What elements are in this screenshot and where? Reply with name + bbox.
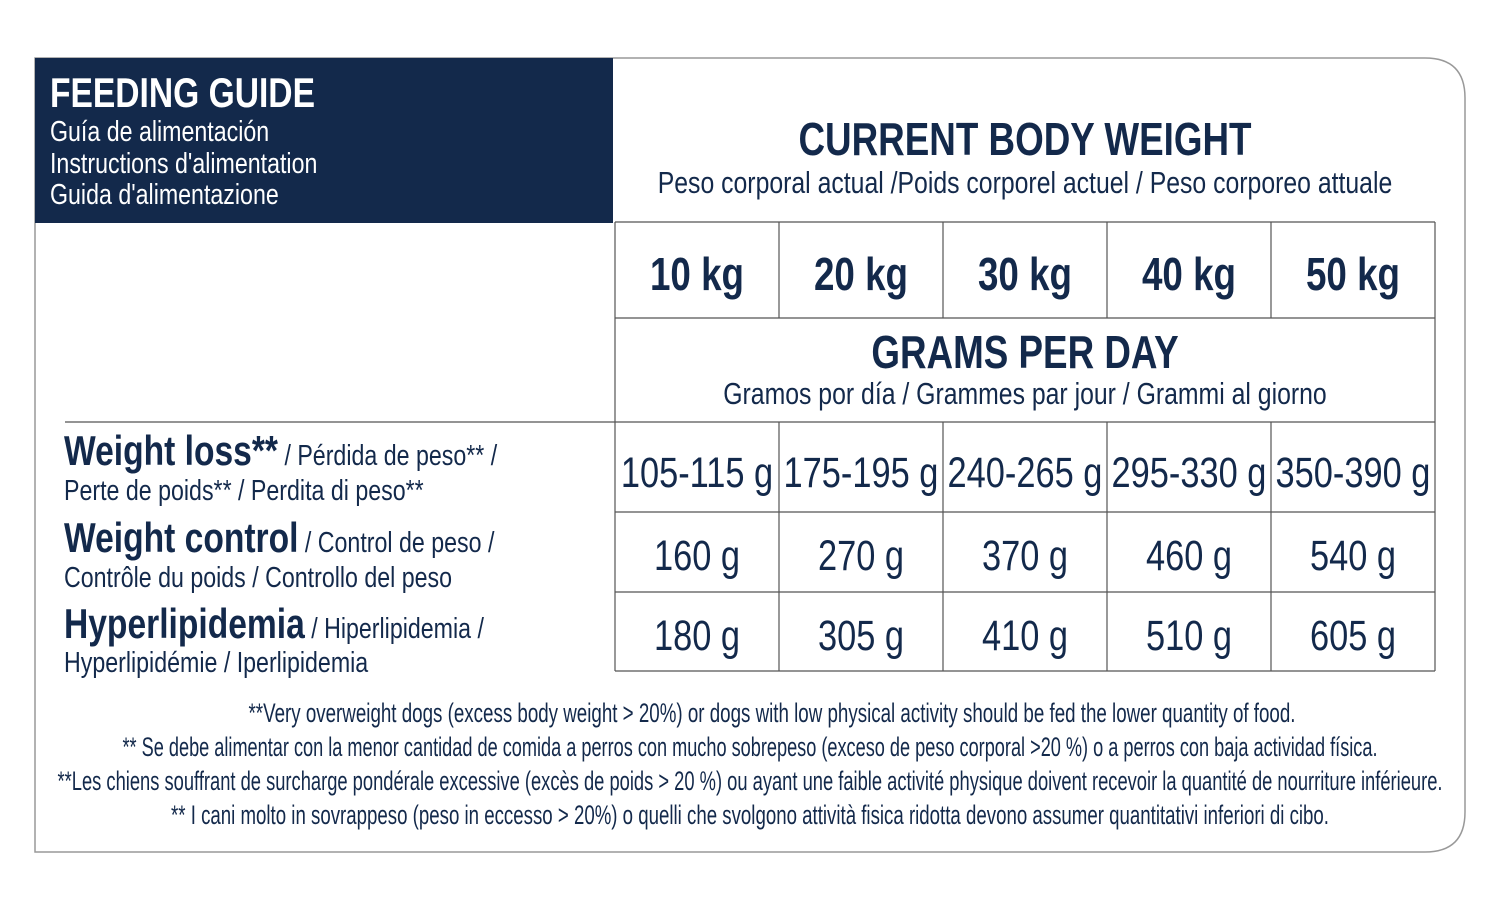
row-label-translation: Hyperlipidémie / Iperlipidemia [64, 645, 369, 678]
header-subtitle: Guía de alimentación [50, 114, 269, 147]
row-label-translation: Perte de poids** / Perdita di peso** [64, 473, 424, 506]
cell-value: 175-195 g [784, 449, 939, 496]
outer-border [34, 57, 1466, 853]
footnote: **Very overweight dogs (excess body weig… [249, 698, 1296, 728]
cell-value: 510 g [1146, 612, 1232, 659]
amount-heading: GRAMS PER DAY [871, 326, 1179, 378]
weight-header: 10 kg [650, 248, 744, 300]
row-label-translation: / Control de peso / [298, 525, 495, 558]
weight-subheading: Peso corporal actual /Poids corporel act… [658, 165, 1393, 199]
cell-value: 305 g [818, 612, 904, 659]
cell-value: 540 g [1310, 532, 1396, 579]
row-label: Weight loss** / Pérdida de peso** / [64, 429, 498, 475]
weight-header: 30 kg [978, 248, 1072, 300]
row-label-main: Weight loss** [64, 429, 278, 475]
row-label-translation: Contrôle du poids / Controllo del peso [64, 560, 452, 593]
footnote: ** Se debe alimentar con la menor cantid… [123, 732, 1378, 762]
weight-heading: CURRENT BODY WEIGHT [798, 113, 1251, 165]
cell-value: 180 g [654, 612, 740, 659]
cell-value: 605 g [1310, 612, 1396, 659]
weight-header: 40 kg [1142, 248, 1236, 300]
cell-value: 460 g [1146, 532, 1232, 579]
cell-value: 350-390 g [1276, 449, 1431, 496]
cell-value: 240-265 g [948, 449, 1103, 496]
header-subtitle: Guida d'alimentazione [50, 177, 279, 210]
footnote: **Les chiens souffrant de surcharge pond… [58, 766, 1443, 796]
cell-value: 270 g [818, 532, 904, 579]
row-label: Weight control / Control de peso / [64, 516, 495, 562]
cell-value: 105-115 g [621, 449, 773, 496]
row-label-translation: / Pérdida de peso** / [278, 438, 498, 471]
table-grid [65, 221, 1436, 672]
footnote: ** I cani molto in sovrappeso (peso in e… [171, 800, 1329, 830]
row-label-translation: / Hiperlipidemia / [305, 611, 485, 644]
weight-header: 50 kg [1306, 248, 1400, 300]
amount-subheading: Gramos por día / Grammes par jour / Gram… [723, 376, 1326, 410]
weight-header: 20 kg [814, 248, 908, 300]
cell-value: 160 g [654, 532, 740, 579]
header-title: FEEDING GUIDE [50, 71, 315, 117]
row-label-main: Hyperlipidemia [64, 602, 306, 648]
header-subtitle: Instructions d'alimentation [50, 146, 317, 179]
cell-value: 370 g [982, 532, 1068, 579]
cell-value: 295-330 g [1112, 449, 1267, 496]
row-label-main: Weight control [64, 516, 298, 562]
header-box [35, 58, 613, 223]
row-label: Hyperlipidemia / Hiperlipidemia / [64, 602, 485, 648]
cell-value: 410 g [982, 612, 1068, 659]
